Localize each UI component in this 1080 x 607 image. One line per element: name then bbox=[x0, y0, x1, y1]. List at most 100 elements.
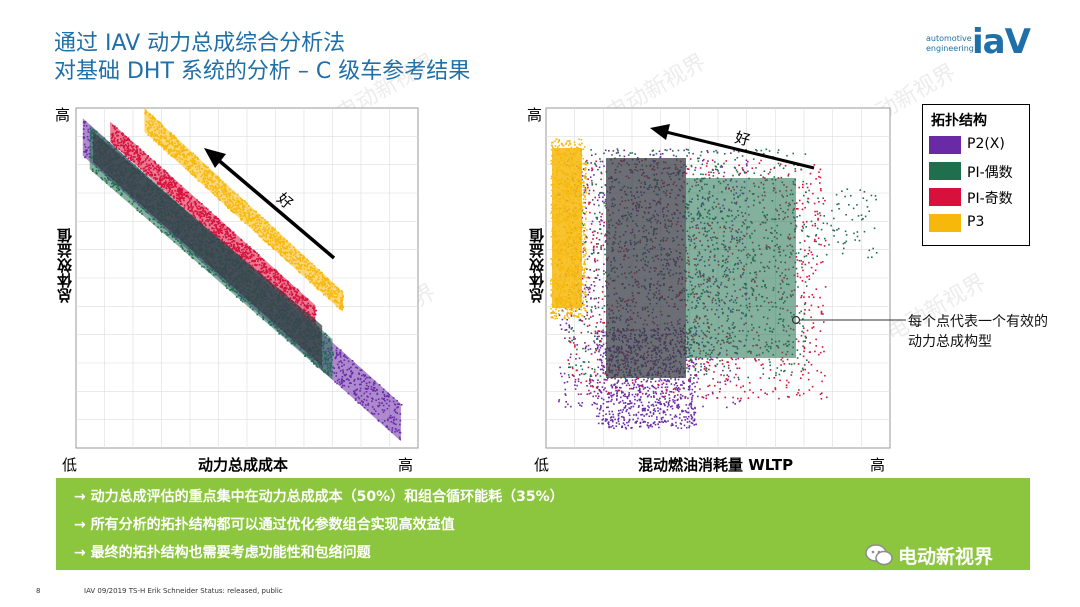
scatter-point bbox=[617, 414, 620, 417]
scatter-point bbox=[316, 366, 319, 368]
scatter-point bbox=[608, 413, 611, 415]
scatter-point bbox=[611, 398, 613, 401]
scatter-point bbox=[647, 425, 649, 427]
scatter-point bbox=[617, 418, 619, 421]
scatter-point bbox=[678, 417, 681, 419]
page-title: 通过 IAV 动力总成综合分析法 对基础 DHT 系统的分析 – C 级车参考结… bbox=[54, 30, 470, 86]
scatter-point bbox=[666, 409, 669, 411]
scatter-point bbox=[598, 412, 601, 415]
scatter-point bbox=[617, 420, 620, 423]
scatter-point bbox=[623, 423, 626, 426]
scatter-point bbox=[684, 410, 687, 412]
scatter-point bbox=[674, 414, 677, 417]
scatter-point bbox=[693, 424, 696, 426]
scatter-point bbox=[605, 350, 607, 353]
scatter-point bbox=[675, 386, 678, 389]
scatter-point bbox=[656, 416, 658, 418]
scatter-point bbox=[628, 418, 631, 421]
scatter-point bbox=[668, 394, 670, 396]
scatter-point bbox=[618, 389, 621, 392]
scatter-point bbox=[617, 413, 620, 415]
scatter-point bbox=[633, 414, 635, 416]
scatter-point bbox=[653, 422, 655, 424]
scatter-point bbox=[628, 392, 630, 394]
scatter-point bbox=[691, 422, 694, 425]
scatter-point bbox=[647, 405, 649, 407]
scatter-point bbox=[654, 391, 657, 393]
scatter-point bbox=[342, 296, 344, 299]
scatter-point bbox=[688, 415, 690, 418]
scatter-point bbox=[688, 425, 691, 427]
scatter-point bbox=[596, 407, 599, 410]
scatter-point bbox=[674, 399, 676, 402]
scatter-point bbox=[650, 404, 653, 407]
scatter-point bbox=[153, 139, 155, 142]
scatter-point bbox=[625, 384, 628, 387]
scatter-point bbox=[691, 361, 694, 363]
scatter-point bbox=[627, 403, 629, 405]
scatter-point bbox=[629, 407, 632, 410]
left-y-high-label: 高 bbox=[55, 106, 71, 124]
scatter-point bbox=[596, 343, 598, 346]
overlap-core bbox=[93, 131, 323, 367]
scatter-point bbox=[666, 386, 669, 388]
scatter-point bbox=[313, 363, 315, 365]
scatter-point bbox=[648, 394, 651, 396]
scatter-point bbox=[607, 377, 609, 380]
scatter-point bbox=[127, 157, 130, 160]
scatter-point bbox=[680, 393, 682, 396]
scatter-point bbox=[637, 393, 639, 395]
scatter-point bbox=[596, 415, 598, 417]
scatter-point bbox=[626, 396, 629, 398]
scatter-point bbox=[623, 407, 626, 409]
fuel-benefit-chart: 好 bbox=[545, 107, 906, 449]
scatter-point bbox=[597, 366, 600, 369]
scatter-point bbox=[602, 329, 604, 332]
scatter-point bbox=[685, 404, 688, 406]
scatter-point bbox=[687, 388, 690, 391]
scatter-point bbox=[663, 379, 666, 381]
scatter-point bbox=[608, 393, 611, 395]
logo-tagline: automotive engineering bbox=[926, 34, 974, 54]
scatter-point bbox=[650, 396, 652, 398]
scatter-point bbox=[691, 400, 693, 403]
scatter-point bbox=[602, 410, 605, 412]
scatter-point bbox=[651, 425, 653, 428]
left-x-low-label: 低 bbox=[62, 456, 78, 474]
scatter-point bbox=[626, 421, 628, 424]
scatter-point bbox=[635, 422, 637, 424]
scatter-point bbox=[688, 386, 690, 388]
scatter-point bbox=[668, 397, 671, 400]
scatter-point bbox=[688, 420, 691, 423]
scatter-point bbox=[611, 425, 614, 427]
scatter-point bbox=[605, 419, 607, 422]
series-2 bbox=[110, 121, 317, 326]
scatter-point bbox=[612, 416, 615, 418]
scatter-point bbox=[604, 387, 606, 389]
scatter-point bbox=[633, 403, 636, 405]
series-core bbox=[144, 108, 343, 312]
scatter-point bbox=[670, 383, 673, 385]
scatter-point bbox=[600, 360, 603, 362]
scatter-point bbox=[647, 390, 649, 392]
scatter-point bbox=[639, 398, 642, 401]
scatter-point bbox=[602, 422, 604, 425]
cost-benefit-chart: 好 bbox=[75, 107, 419, 449]
scatter-point bbox=[596, 403, 598, 405]
scatter-point bbox=[596, 373, 599, 375]
arrow-head bbox=[204, 148, 226, 168]
scatter-point bbox=[219, 199, 221, 202]
scatter-point bbox=[642, 421, 644, 423]
scatter-point bbox=[309, 281, 311, 284]
scatter-point bbox=[602, 331, 605, 334]
scatter-point bbox=[692, 362, 695, 364]
scatter-point bbox=[601, 422, 603, 425]
scatter-point bbox=[691, 359, 693, 362]
scatter-point bbox=[637, 417, 639, 420]
scatter-point bbox=[658, 426, 660, 429]
scatter-point bbox=[603, 366, 606, 369]
scatter-point bbox=[671, 407, 674, 410]
scatter-point bbox=[601, 419, 604, 421]
logo-wordmark: iaV bbox=[972, 22, 1031, 62]
scatter-point bbox=[663, 403, 665, 405]
